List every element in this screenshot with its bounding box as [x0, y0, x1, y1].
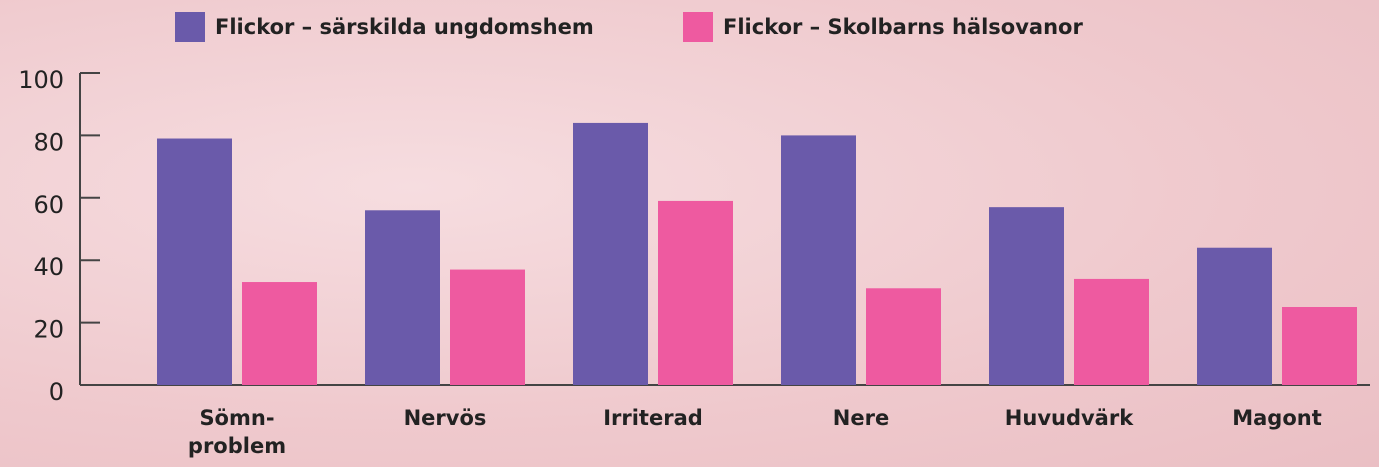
y-tick-label: 100	[18, 66, 64, 94]
x-tick-label: Huvudvärk	[1004, 406, 1134, 430]
bar	[242, 282, 317, 385]
x-tick-label: Nervös	[403, 406, 487, 430]
bar	[157, 138, 232, 385]
y-tick-label: 60	[33, 191, 64, 219]
bar	[781, 135, 856, 385]
x-tick-label: Magont	[1232, 406, 1322, 430]
legend-label: Flickor – Skolbarns hälsovanor	[723, 15, 1083, 39]
x-tick-label: Sömn- problem	[187, 406, 287, 458]
x-tick-label: Irriterad	[603, 406, 703, 430]
bar	[573, 122, 648, 386]
y-tick-label: 20	[33, 316, 64, 344]
bar	[365, 210, 440, 385]
bar	[658, 200, 733, 385]
bar	[1074, 278, 1149, 385]
legend-label: Flickor – särskilda ungdomshem	[215, 15, 594, 39]
bar	[1282, 307, 1357, 385]
bar	[989, 207, 1064, 385]
y-tick-label: 80	[33, 128, 64, 156]
y-tick-label: 40	[33, 253, 64, 281]
legend-swatch	[175, 12, 205, 42]
bar	[866, 288, 941, 385]
bar	[450, 269, 525, 385]
x-tick-label: Nere	[832, 406, 890, 430]
y-tick-label: 0	[49, 378, 64, 406]
legend-swatch	[683, 12, 713, 42]
bar	[1197, 247, 1272, 385]
